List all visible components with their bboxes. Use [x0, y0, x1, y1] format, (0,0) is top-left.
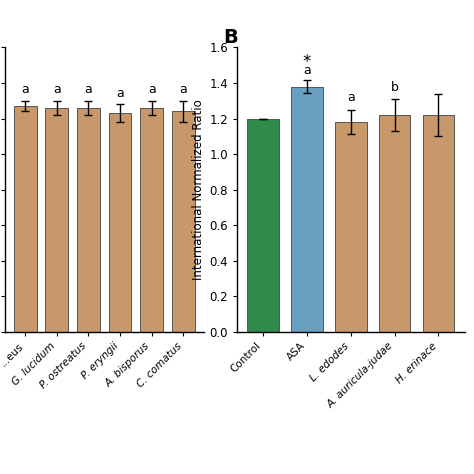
Bar	[379, 115, 410, 332]
Bar	[423, 115, 454, 332]
Text: a: a	[148, 83, 155, 96]
Text: *: *	[303, 54, 311, 72]
Bar	[46, 108, 68, 332]
Bar	[77, 108, 100, 332]
Text: a: a	[303, 64, 311, 77]
Text: a: a	[180, 83, 187, 96]
Text: a: a	[116, 87, 124, 100]
Bar	[140, 108, 163, 332]
Bar	[335, 122, 366, 332]
Text: a: a	[84, 83, 92, 96]
Y-axis label: International Normalized Ratio: International Normalized Ratio	[192, 99, 205, 280]
Text: a: a	[347, 91, 355, 104]
Text: a: a	[21, 83, 29, 96]
Bar	[247, 118, 279, 332]
Text: B: B	[223, 28, 237, 47]
Bar	[14, 106, 36, 332]
Text: a: a	[53, 83, 61, 96]
Bar	[291, 87, 323, 332]
Bar	[172, 111, 195, 332]
Text: b: b	[391, 81, 399, 94]
Bar	[109, 113, 131, 332]
